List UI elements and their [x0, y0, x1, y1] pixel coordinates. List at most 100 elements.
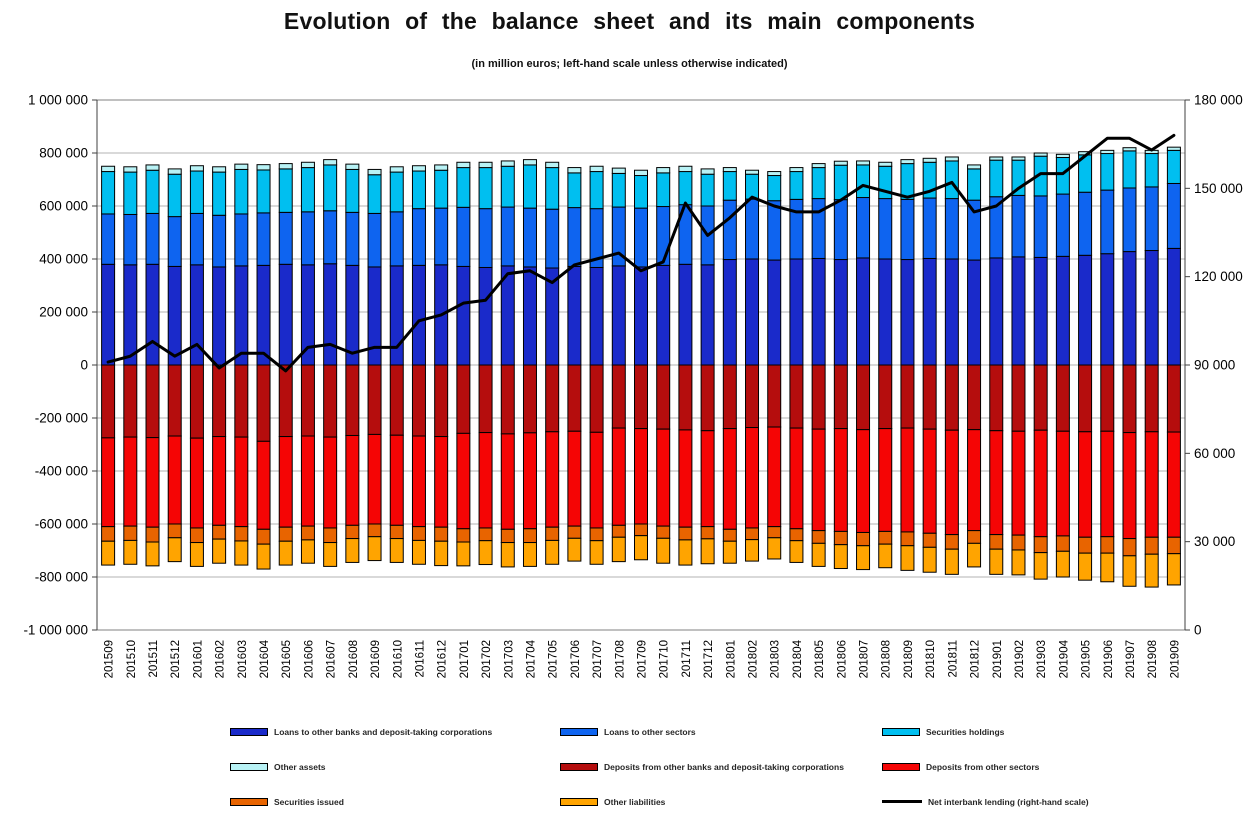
- bar-segment: [878, 198, 893, 260]
- bar-segment: [1033, 152, 1048, 157]
- bar-segment: [811, 542, 826, 567]
- bar-segment: [634, 207, 648, 268]
- bar-segment: [989, 548, 1004, 575]
- bar-segment: [967, 429, 982, 532]
- bar-segment: [989, 156, 1004, 161]
- bar-segment: [700, 173, 715, 207]
- x-axis-label: 201811: [947, 640, 959, 678]
- bar-segment: [1033, 364, 1048, 431]
- x-axis-label: 201703: [503, 640, 515, 678]
- bar-segment: [767, 175, 782, 202]
- bar-segment: [922, 364, 937, 430]
- right-axis-tick-label: 30 000: [1194, 534, 1235, 549]
- bar-segment: [967, 164, 982, 170]
- bar-segment: [101, 263, 116, 366]
- bar-segment: [1144, 250, 1159, 366]
- bar-segment: [234, 436, 249, 528]
- bar-segment: [944, 364, 959, 431]
- bar-segment: [256, 543, 271, 570]
- bar-segment: [567, 525, 582, 539]
- bar-segment: [656, 167, 671, 174]
- bar-segment: [212, 538, 227, 564]
- bar-segment: [789, 364, 804, 429]
- bar-segment: [700, 430, 715, 528]
- bar-segment: [167, 173, 182, 218]
- bar-segment: [478, 167, 493, 210]
- bar-segment: [856, 531, 871, 547]
- left-axis-tick-label: -800 000: [35, 570, 88, 585]
- legend-swatch: [230, 727, 268, 736]
- bar-segment: [167, 216, 182, 267]
- bar-segment: [1078, 552, 1093, 581]
- bar-segment: [300, 525, 315, 541]
- bar-segment: [1033, 256, 1048, 366]
- legend-line-swatch: [882, 800, 922, 803]
- bar-segment: [1011, 430, 1026, 536]
- x-axis-label: 201711: [681, 640, 693, 678]
- bar-segment: [167, 265, 182, 366]
- bar-segment: [833, 544, 848, 570]
- bar-segment: [500, 542, 515, 568]
- bar-segment: [767, 364, 782, 428]
- bar-segment: [900, 364, 915, 429]
- x-axis-label: 201707: [592, 640, 604, 678]
- bar-segment: [345, 538, 360, 563]
- bar-segment: [1144, 186, 1159, 252]
- bar-segment: [345, 168, 360, 213]
- x-axis-label: 201609: [370, 640, 382, 678]
- chart-subtitle: (in million euros; left-hand scale unles…: [471, 58, 788, 70]
- x-axis-label: 201607: [326, 640, 338, 678]
- bar-segment: [123, 166, 138, 173]
- bar-segment: [567, 364, 582, 432]
- bar-segment: [367, 364, 382, 435]
- bar-segment: [500, 206, 515, 267]
- bar-segment: [745, 173, 760, 200]
- bar-segment: [700, 526, 715, 540]
- x-axis-label: 201605: [281, 640, 293, 678]
- bar-segment: [345, 524, 360, 540]
- x-axis-label: 201812: [970, 640, 982, 678]
- bar-segment: [833, 259, 848, 366]
- bar-segment: [589, 171, 604, 210]
- bar-segment: [456, 528, 471, 543]
- bar-segment: [411, 539, 426, 565]
- bar-segment: [101, 437, 116, 528]
- x-axis-label: 201906: [1103, 640, 1115, 678]
- bar-segment: [389, 211, 404, 267]
- bar-segment: [1033, 429, 1048, 538]
- legend-label: Other assets: [274, 761, 326, 772]
- bar-segment: [434, 540, 449, 567]
- bar-segment: [989, 364, 1004, 432]
- bar-segment: [700, 168, 715, 175]
- bar-segment: [434, 364, 449, 438]
- bar-segment: [767, 426, 782, 528]
- bar-segment: [1144, 153, 1159, 188]
- legend-item: Loans to other sectors: [560, 726, 882, 737]
- bar-segment: [212, 166, 227, 173]
- bar-segment: [1122, 432, 1137, 540]
- left-axis-tick-label: 400 000: [39, 252, 88, 267]
- right-axis-tick-label: 60 000: [1194, 446, 1235, 461]
- legend-label: Loans to other banks and deposit-taking …: [274, 726, 493, 737]
- bar-segment: [500, 160, 515, 167]
- bar-segment: [456, 167, 471, 208]
- bar-segment: [1055, 193, 1070, 257]
- bar-segment: [411, 264, 426, 366]
- bar-segment: [545, 167, 560, 210]
- bar-segment: [922, 257, 937, 366]
- bar-segment: [944, 548, 959, 575]
- bar-segment: [345, 163, 360, 170]
- bar-segment: [967, 542, 982, 568]
- bar-segment: [656, 428, 671, 527]
- bar-segment: [278, 211, 293, 265]
- x-axis-label: 201907: [1125, 640, 1137, 678]
- bar-segment: [900, 198, 915, 261]
- bar-segment: [789, 258, 804, 366]
- bar-segment: [878, 543, 893, 569]
- right-axis-tick-label: 120 000: [1194, 269, 1243, 284]
- bar-segment: [300, 211, 315, 266]
- x-axis-label: 201904: [1058, 639, 1070, 678]
- bar-segment: [278, 364, 293, 438]
- x-axis-label: 201710: [659, 640, 671, 678]
